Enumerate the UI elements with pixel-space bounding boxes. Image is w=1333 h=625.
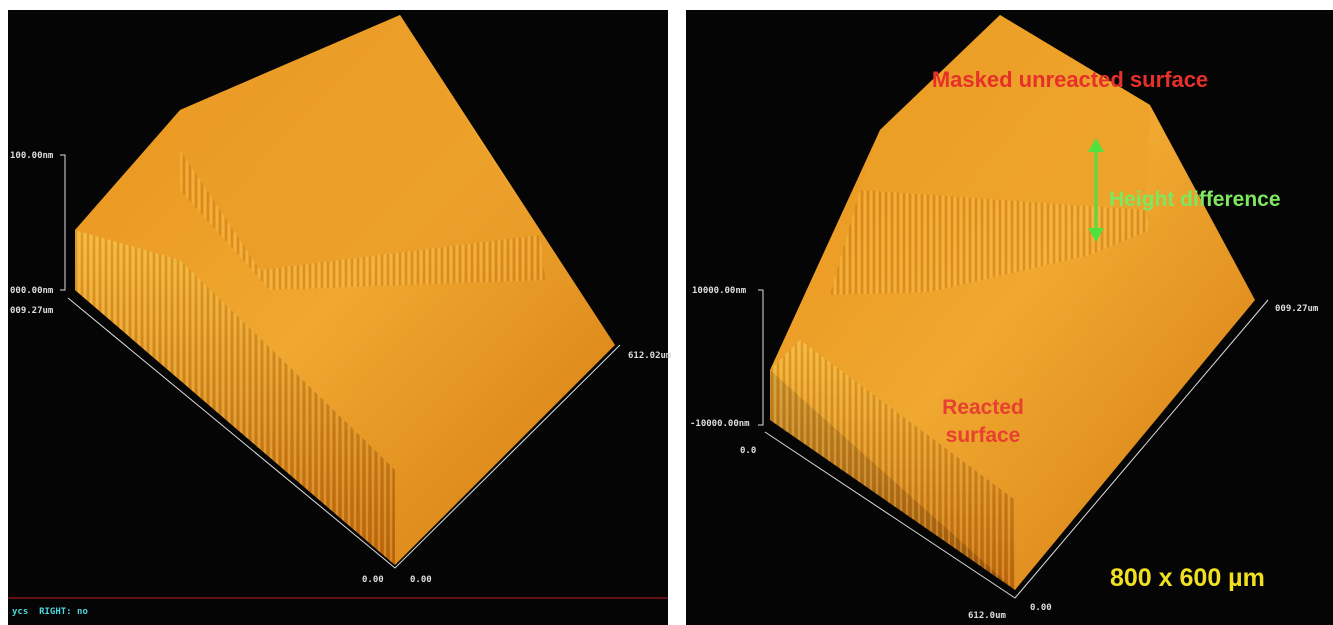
reacted-label: surface [946, 424, 1021, 447]
right-scan-panel: 10000.00nm -10000.00nm 0.0 009.27um 612.… [686, 10, 1333, 625]
x-end-label: 009.27um [1275, 304, 1319, 314]
masked-label: Masked unreacted surface [932, 67, 1208, 92]
origin-label: 0.00 [362, 575, 384, 585]
height-label: Height difference [1109, 188, 1281, 211]
surface-cliff [180, 150, 545, 290]
z-top-label: 100.00nm [10, 151, 54, 161]
surface-texture [75, 230, 395, 565]
reacted-label: Reacted [942, 396, 1024, 419]
left-scan-panel: 100.00nm 000.00nm 009.27um 612.02um 0.00… [8, 10, 672, 625]
origin-label: 0.00 [1030, 603, 1052, 613]
base-axis [764, 299, 1269, 599]
surface-cliff [830, 190, 1150, 295]
z-axis [60, 154, 66, 291]
z-bottom-label: -10000.00nm [690, 419, 750, 429]
surface-plateau [860, 15, 1150, 210]
origin-label: 0.00 [410, 575, 432, 585]
y-end-label: 612.02um [628, 351, 672, 361]
x-end-label: 009.27um [10, 306, 54, 316]
base-axis [67, 297, 621, 569]
z-top-label: 10000.00nm [692, 286, 747, 296]
z-axis [758, 289, 764, 426]
y-end-label: 612.0um [968, 611, 1007, 621]
z-bottom-label: 000.00nm [10, 286, 54, 296]
status-text: ycs RIGHT: no [12, 607, 88, 617]
height-arrow [1088, 138, 1104, 242]
surface-texture [770, 340, 1015, 590]
size-label: 800 x 600 µm [1110, 564, 1265, 592]
z-origin-label: 0.0 [740, 446, 756, 456]
surface-plateau [180, 15, 540, 270]
